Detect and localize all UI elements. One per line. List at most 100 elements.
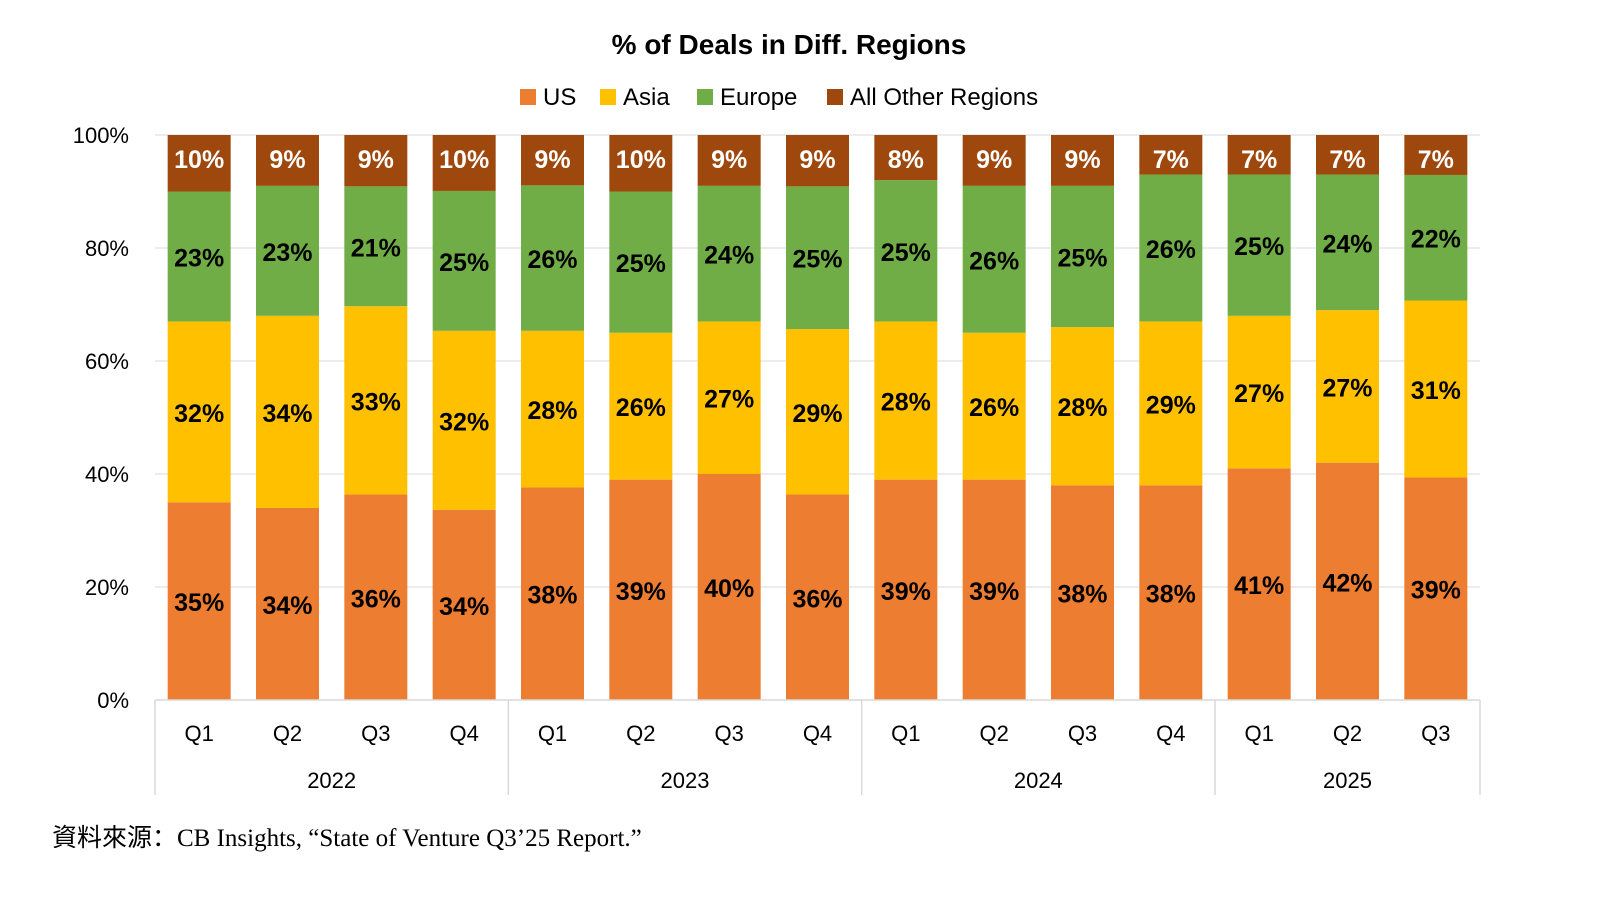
bar-segment xyxy=(1227,174,1291,316)
bar-segment xyxy=(432,509,496,700)
bar-segment xyxy=(1227,135,1291,175)
bar-segment xyxy=(962,185,1026,333)
data-label: 22% xyxy=(1411,226,1461,254)
bar-segment xyxy=(962,332,1026,480)
data-label: 9% xyxy=(269,146,305,174)
data-label: 38% xyxy=(1146,581,1196,609)
x-tick-label: Q4 xyxy=(449,721,478,746)
data-label: 42% xyxy=(1322,569,1372,597)
bar-segment xyxy=(609,479,673,700)
data-label: 25% xyxy=(792,246,842,274)
bar-segment xyxy=(1139,174,1203,322)
bar-segment xyxy=(874,321,938,480)
bar-segment xyxy=(1051,485,1114,700)
x-tick-label: Q2 xyxy=(273,721,302,746)
data-label: 9% xyxy=(358,146,394,174)
bar-segment xyxy=(167,191,231,322)
legend-swatch xyxy=(520,89,536,105)
bar-segment xyxy=(786,329,849,495)
bar-segment xyxy=(1404,135,1468,175)
bar-segment xyxy=(256,507,319,700)
bar-segment xyxy=(697,185,761,322)
data-label: 38% xyxy=(1057,581,1107,609)
bar-segment xyxy=(167,502,231,700)
data-label: 39% xyxy=(881,578,931,606)
bar-segment xyxy=(1316,174,1379,311)
x-group-label: 2023 xyxy=(661,768,710,793)
bar-segment xyxy=(432,135,496,191)
data-label: 25% xyxy=(439,249,489,277)
data-label: 24% xyxy=(1322,230,1372,258)
data-label: 34% xyxy=(439,593,489,621)
data-label: 28% xyxy=(527,397,577,425)
legend-swatch xyxy=(827,89,843,105)
x-tick-label: Q2 xyxy=(1333,721,1362,746)
x-tick-label: Q1 xyxy=(891,721,920,746)
bar-segment xyxy=(344,494,408,700)
bar-segment xyxy=(1051,327,1114,486)
stacked-bar-chart: % of Deals in Diff. Regions US Asia Europe A… xyxy=(73,29,1481,795)
data-label: 8% xyxy=(888,146,924,174)
bar-segment xyxy=(1316,135,1379,175)
x-group-label: 2022 xyxy=(307,768,356,793)
bar-segment xyxy=(344,135,408,187)
data-label: 39% xyxy=(616,578,666,606)
data-label: 34% xyxy=(262,400,312,428)
bar-segment xyxy=(697,321,761,474)
data-label: 28% xyxy=(881,389,931,417)
bar-segment xyxy=(432,190,496,331)
bar-segment xyxy=(874,135,938,181)
bar-segment xyxy=(609,191,673,333)
data-label: 36% xyxy=(351,585,401,613)
data-label: 26% xyxy=(969,394,1019,422)
data-label: 27% xyxy=(1322,374,1372,402)
legend-label: Asia xyxy=(623,84,670,111)
data-label: 27% xyxy=(1234,380,1284,408)
data-label: 25% xyxy=(1234,233,1284,261)
data-label: 26% xyxy=(616,394,666,422)
y-tick-label: 60% xyxy=(85,349,129,374)
data-label: 25% xyxy=(616,250,666,278)
y-tick-label: 40% xyxy=(85,462,129,487)
data-label: 27% xyxy=(704,386,754,414)
bar-segment xyxy=(256,315,319,508)
bar-segment xyxy=(697,474,761,700)
bar-segment xyxy=(609,135,673,192)
bar-segment xyxy=(874,479,938,700)
bar-segment xyxy=(521,487,584,700)
data-label: 23% xyxy=(262,239,312,267)
bar-segment xyxy=(344,186,408,307)
x-tick-label: Q1 xyxy=(184,721,213,746)
bar-segment xyxy=(1139,321,1203,486)
data-label: 25% xyxy=(1057,244,1107,272)
x-tick-label: Q3 xyxy=(1421,721,1450,746)
data-label: 26% xyxy=(527,246,577,274)
data-label: 9% xyxy=(976,146,1012,174)
bar-segment xyxy=(1316,310,1379,463)
data-label: 7% xyxy=(1153,146,1189,174)
bar-segment xyxy=(1051,185,1114,328)
legend-label: US xyxy=(543,84,576,111)
data-label: 26% xyxy=(1146,236,1196,264)
bar-segment xyxy=(962,479,1026,700)
data-label: 7% xyxy=(1329,146,1365,174)
bar-segment xyxy=(786,135,849,187)
data-label: 39% xyxy=(1411,577,1461,605)
bar-segment xyxy=(1404,174,1468,301)
bar-segment xyxy=(521,330,584,488)
x-tick-label: Q2 xyxy=(626,721,655,746)
x-tick-label: Q4 xyxy=(803,721,832,746)
data-label: 21% xyxy=(351,234,401,262)
data-label: 26% xyxy=(969,247,1019,275)
bar-segment xyxy=(1227,468,1291,700)
y-tick-label: 80% xyxy=(85,236,129,261)
data-label: 7% xyxy=(1418,146,1454,174)
data-label: 25% xyxy=(881,239,931,267)
data-label: 33% xyxy=(351,388,401,416)
bar-segment xyxy=(786,494,849,700)
legend-label: All Other Regions xyxy=(850,84,1038,111)
x-tick-label: Q1 xyxy=(1244,721,1273,746)
source-note: 資料來源：CB Insights, “State of Venture Q3’2… xyxy=(52,825,642,852)
x-tick-label: Q3 xyxy=(714,721,743,746)
data-label: 41% xyxy=(1234,572,1284,600)
